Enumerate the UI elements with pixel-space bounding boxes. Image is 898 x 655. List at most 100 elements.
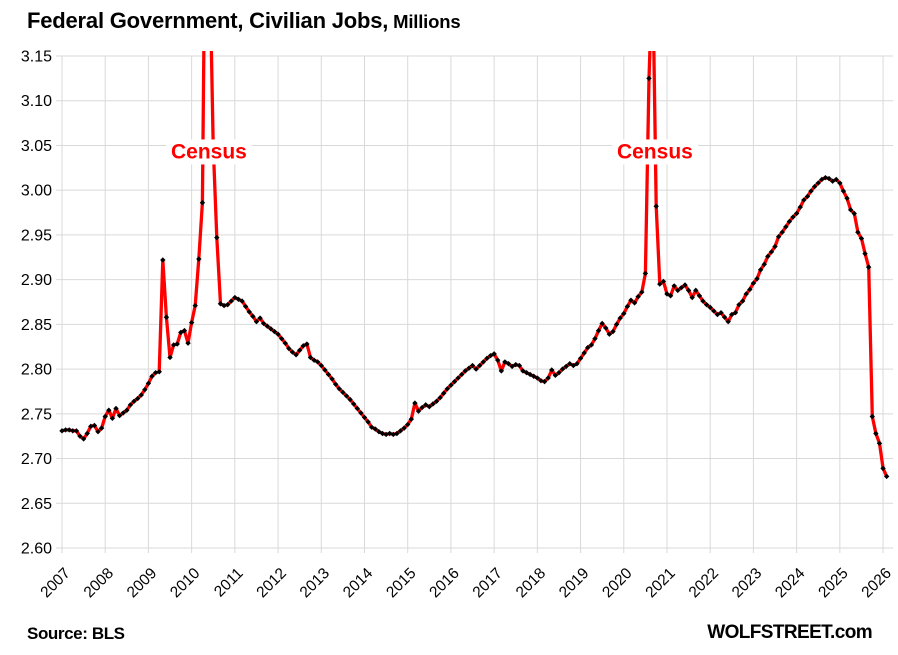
- data-point: [567, 361, 573, 367]
- data-point: [278, 335, 285, 342]
- data-point: [459, 371, 465, 378]
- data-point: [775, 233, 782, 240]
- data-point: [131, 398, 137, 404]
- y-tick-label: 3.00: [21, 183, 52, 200]
- data-point: [430, 401, 436, 407]
- data-point: [653, 203, 659, 209]
- data-point: [768, 249, 775, 255]
- data-point: [840, 188, 847, 194]
- data-point: [642, 270, 649, 277]
- data-point: [819, 176, 825, 183]
- data-point: [646, 75, 652, 82]
- data-point: [73, 428, 80, 434]
- data-point: [541, 378, 548, 385]
- data-point: [603, 325, 609, 331]
- data-point: [721, 314, 728, 320]
- data-point: [84, 430, 90, 437]
- data-point: [88, 423, 94, 430]
- data-point: [181, 327, 188, 334]
- census-annotation-2010: Census: [165, 139, 252, 165]
- data-point: [595, 327, 602, 334]
- data-point: [682, 282, 688, 288]
- data-point: [847, 207, 854, 213]
- data-point: [142, 386, 148, 393]
- data-point: [145, 380, 152, 387]
- data-point: [725, 318, 731, 325]
- data-point: [750, 280, 757, 286]
- y-tick-label: 2.65: [21, 496, 52, 513]
- data-point: [66, 427, 72, 433]
- data-point: [444, 386, 451, 392]
- data-point: [473, 366, 479, 372]
- data-point: [224, 301, 231, 308]
- data-point: [134, 395, 141, 402]
- data-point: [693, 287, 699, 294]
- source-label: Source: BLS: [27, 624, 125, 643]
- data-point: [801, 197, 807, 203]
- data-point: [538, 378, 544, 384]
- data-point: [239, 298, 245, 304]
- data-point: [163, 314, 170, 320]
- data-point: [516, 362, 523, 369]
- data-point: [343, 393, 350, 399]
- data-point: [387, 430, 393, 437]
- data-point: [408, 416, 415, 422]
- data-point: [188, 319, 195, 326]
- data-point: [260, 320, 267, 327]
- x-tick-label: 2009: [124, 565, 160, 601]
- y-tick-label: 2.80: [21, 362, 52, 379]
- data-point: [772, 243, 778, 250]
- data-point: [804, 193, 811, 200]
- data-point: [221, 302, 227, 309]
- data-point: [855, 229, 861, 235]
- data-point: [829, 178, 836, 184]
- data-point: [793, 210, 800, 217]
- chart-title-suffix: Millions: [388, 11, 461, 32]
- data-point: [307, 354, 314, 361]
- data-point: [116, 412, 123, 419]
- data-point: [729, 311, 735, 318]
- x-tick-label: 2023: [729, 565, 765, 601]
- data-point: [711, 308, 717, 314]
- y-tick-label: 3.10: [21, 93, 52, 110]
- data-point: [412, 400, 418, 406]
- data-point: [545, 375, 551, 381]
- data-markers: [59, 75, 890, 480]
- data-point: [779, 229, 785, 235]
- data-point: [527, 371, 533, 378]
- data-point: [869, 413, 875, 420]
- data-point: [563, 363, 569, 370]
- data-point: [109, 415, 116, 421]
- data-point: [783, 224, 789, 230]
- data-point: [286, 345, 292, 352]
- data-point: [152, 369, 159, 376]
- data-point: [113, 405, 119, 412]
- x-tick-label: 2011: [211, 565, 247, 601]
- data-point: [765, 253, 771, 260]
- x-tick-label: 2012: [253, 565, 289, 601]
- data-point: [876, 440, 883, 447]
- data-point: [469, 362, 476, 369]
- data-point: [736, 301, 742, 308]
- data-point: [379, 430, 386, 437]
- data-point: [837, 180, 843, 186]
- data-point: [671, 283, 677, 289]
- x-tick-label: 2008: [81, 565, 117, 601]
- y-tick-label: 3.05: [21, 138, 52, 155]
- x-tick-label: 2024: [772, 565, 809, 602]
- data-point: [257, 315, 263, 321]
- data-point: [91, 422, 98, 429]
- data-point: [815, 180, 821, 186]
- data-point: [160, 257, 166, 263]
- data-point: [336, 386, 342, 392]
- data-point: [657, 281, 663, 287]
- data-point: [639, 289, 645, 295]
- data-point: [556, 369, 562, 376]
- data-point: [678, 284, 685, 291]
- data-point: [739, 298, 746, 304]
- data-point: [293, 352, 299, 358]
- data-point: [754, 276, 760, 282]
- data-point: [624, 303, 631, 310]
- series-line: [60, 51, 889, 479]
- data-point: [811, 183, 818, 190]
